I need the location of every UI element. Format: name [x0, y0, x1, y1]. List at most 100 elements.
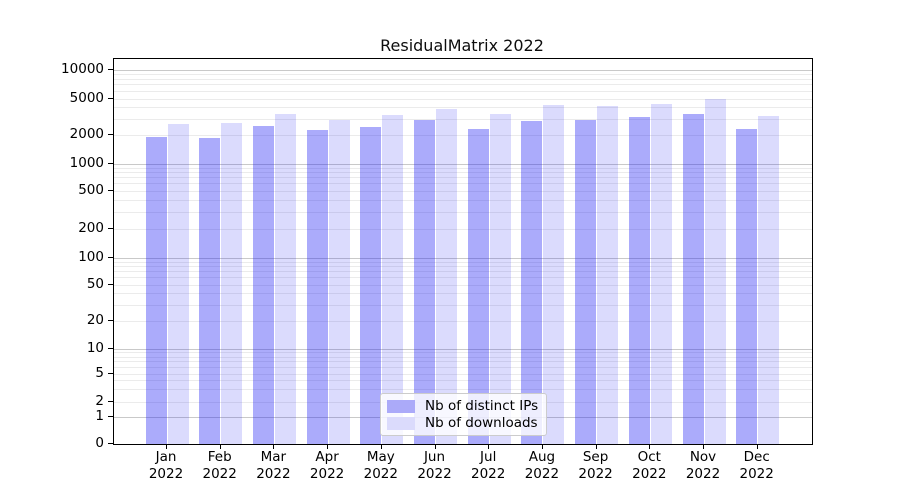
legend-swatch-distinct-ips-icon	[387, 399, 415, 413]
bar-downloads-5	[382, 115, 404, 444]
y-tick-label: 2	[95, 393, 104, 409]
bar-downloads-4	[328, 119, 350, 444]
gridline-minor	[114, 98, 812, 100]
bar-downloads-11	[704, 98, 726, 444]
gridline-minor	[114, 199, 812, 201]
gridline-minor	[114, 373, 812, 375]
x-tick-mark	[434, 444, 436, 449]
bar-distinct-ips-6	[414, 119, 435, 444]
legend-swatch-downloads-icon	[387, 416, 415, 430]
gridline-minor	[114, 277, 812, 279]
y-tick-mark	[108, 133, 113, 135]
gridline-minor	[114, 73, 812, 75]
bar-downloads-7	[489, 114, 511, 444]
gridline-minor	[114, 271, 812, 273]
gridline-minor	[114, 361, 812, 363]
gridline-minor	[114, 366, 812, 368]
gridline-minor	[114, 167, 812, 169]
x-tick-label: Sep 2022	[578, 449, 613, 482]
bar-downloads-6	[436, 109, 457, 444]
legend-label-distinct-ips: Nb of distinct IPs	[425, 398, 539, 414]
bar-distinct-ips-3	[252, 126, 274, 444]
bar-distinct-ips-2	[199, 138, 221, 444]
gridline-minor	[114, 118, 812, 120]
bar-downloads-2	[221, 123, 243, 444]
gridline-minor	[114, 389, 812, 391]
chart-title: ResidualMatrix 2022	[380, 36, 544, 55]
gridline-minor	[114, 284, 812, 286]
gridline-minor	[114, 78, 812, 80]
gridline-minor	[114, 84, 812, 86]
gridline-minor	[114, 352, 812, 354]
y-tick-label: 100	[78, 249, 104, 265]
bar-downloads-8	[543, 105, 565, 444]
plot-area	[113, 58, 813, 445]
gridline-minor	[114, 211, 812, 213]
y-tick-mark	[108, 319, 113, 321]
y-tick-mark	[108, 347, 113, 349]
x-tick-label: Aug 2022	[524, 449, 560, 482]
y-tick-label: 1000	[69, 155, 104, 171]
gridline-minor	[114, 356, 812, 358]
y-tick-mark	[108, 400, 113, 402]
x-tick-mark	[756, 444, 758, 449]
gridline-minor	[114, 293, 812, 295]
bar-distinct-ips-12	[736, 128, 758, 444]
gridline-minor	[114, 183, 812, 185]
x-tick-mark	[273, 444, 275, 449]
x-tick-label: May 2022	[363, 449, 398, 482]
y-tick-label: 20	[86, 312, 104, 328]
y-tick-label: 1	[95, 408, 104, 424]
x-tick-mark	[595, 444, 597, 449]
x-tick-mark	[541, 444, 543, 449]
gridline-minor	[114, 320, 812, 322]
gridline-minor	[114, 304, 812, 306]
bar-distinct-ips-8	[521, 121, 543, 444]
x-tick-label: Dec 2022	[739, 449, 774, 482]
legend: Nb of distinct IPs Nb of downloads	[380, 393, 547, 436]
y-tick-label: 500	[78, 182, 104, 198]
x-tick-mark	[219, 444, 221, 449]
x-tick-label: Oct 2022	[632, 449, 667, 482]
y-tick-label: 5	[95, 365, 104, 381]
gridline-minor	[114, 134, 812, 136]
x-tick-label: Mar 2022	[256, 449, 291, 482]
x-tick-label: Jun 2022	[417, 449, 452, 482]
bar-distinct-ips-9	[575, 119, 597, 444]
y-tick-mark	[108, 162, 113, 164]
x-tick-mark	[327, 444, 329, 449]
gridline-minor	[114, 380, 812, 382]
x-tick-mark	[703, 444, 704, 449]
gridline-minor	[114, 190, 812, 192]
legend-row-downloads: Nb of downloads	[387, 415, 538, 431]
y-tick-mark	[108, 256, 113, 258]
gridline-minor	[114, 228, 812, 230]
gridline-major	[114, 257, 812, 259]
bar-downloads-12	[758, 115, 780, 444]
y-tick-label: 10000	[61, 61, 104, 77]
y-tick-mark	[108, 283, 113, 285]
y-tick-mark	[108, 372, 113, 374]
x-tick-mark	[166, 444, 167, 449]
y-tick-mark	[108, 68, 113, 70]
x-tick-mark	[380, 444, 382, 449]
legend-label-downloads: Nb of downloads	[425, 415, 538, 431]
x-tick-label: Jul 2022	[471, 449, 506, 482]
y-tick-label: 2000	[69, 126, 104, 142]
bar-downloads-9	[597, 106, 619, 444]
y-tick-mark	[108, 227, 113, 229]
gridline-minor	[114, 261, 812, 263]
gridline-major	[114, 69, 812, 71]
gridline-minor	[114, 90, 812, 92]
legend-row-distinct-ips: Nb of distinct IPs	[387, 398, 538, 414]
gridline-minor	[114, 177, 812, 179]
gridline-minor	[114, 266, 812, 268]
bar-distinct-ips-10	[628, 117, 650, 444]
x-tick-mark	[488, 444, 490, 449]
y-tick-mark	[108, 442, 113, 444]
x-tick-label: Nov 2022	[685, 449, 721, 482]
bar-distinct-ips-5	[360, 127, 382, 444]
gridline-minor	[114, 107, 812, 109]
y-tick-label: 5000	[69, 90, 104, 106]
